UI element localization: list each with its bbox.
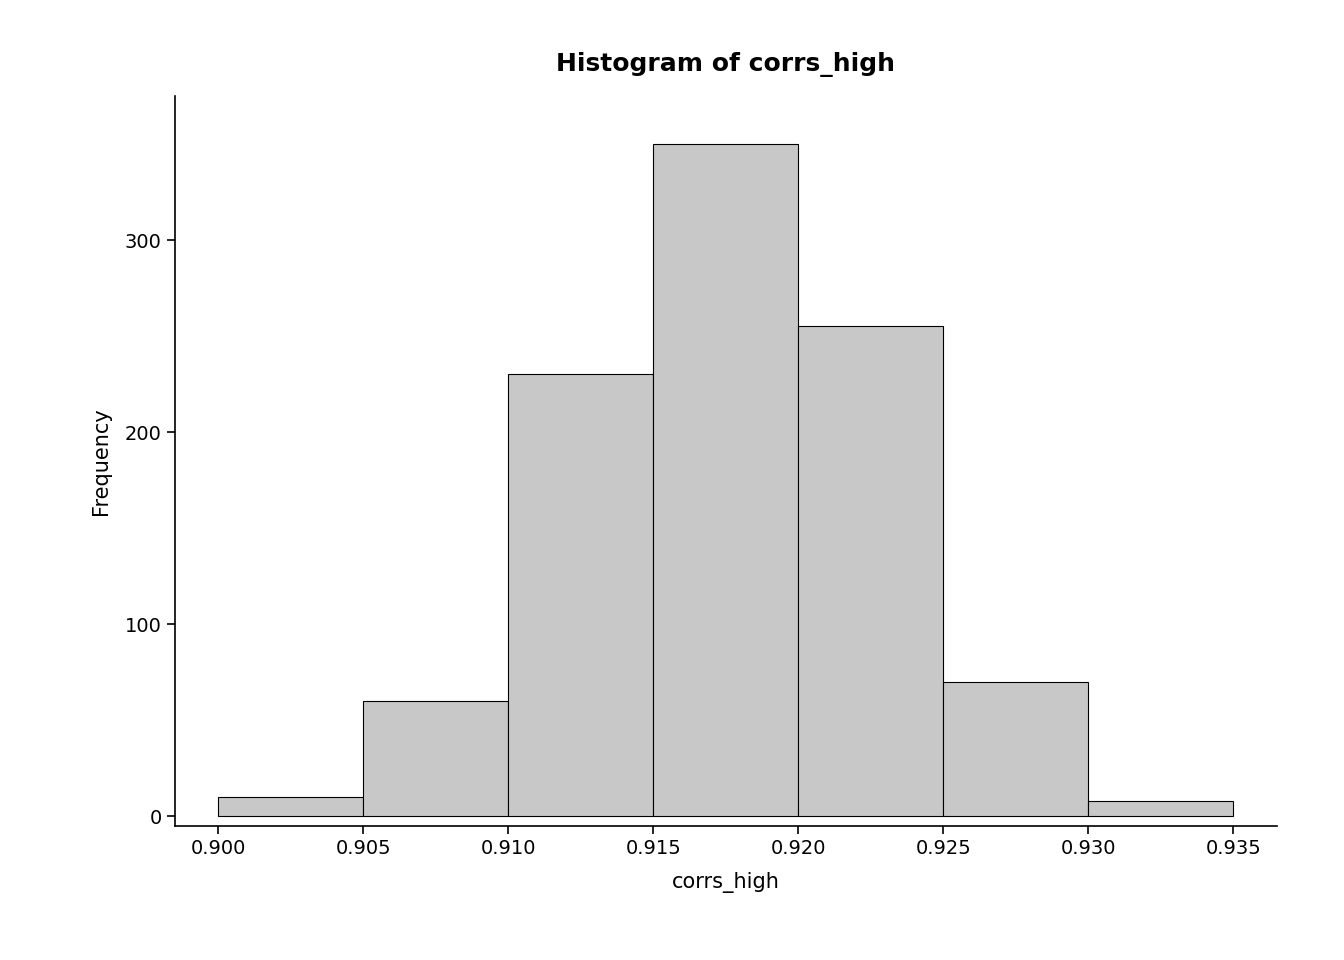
- Bar: [943, 682, 1089, 816]
- Bar: [653, 144, 798, 816]
- Y-axis label: Frequency: Frequency: [91, 407, 110, 515]
- Bar: [218, 797, 363, 816]
- Bar: [1089, 801, 1234, 816]
- X-axis label: corrs_high: corrs_high: [672, 872, 780, 893]
- Bar: [508, 374, 653, 816]
- Bar: [363, 701, 508, 816]
- Title: Histogram of corrs_high: Histogram of corrs_high: [556, 52, 895, 77]
- Bar: [798, 326, 943, 816]
